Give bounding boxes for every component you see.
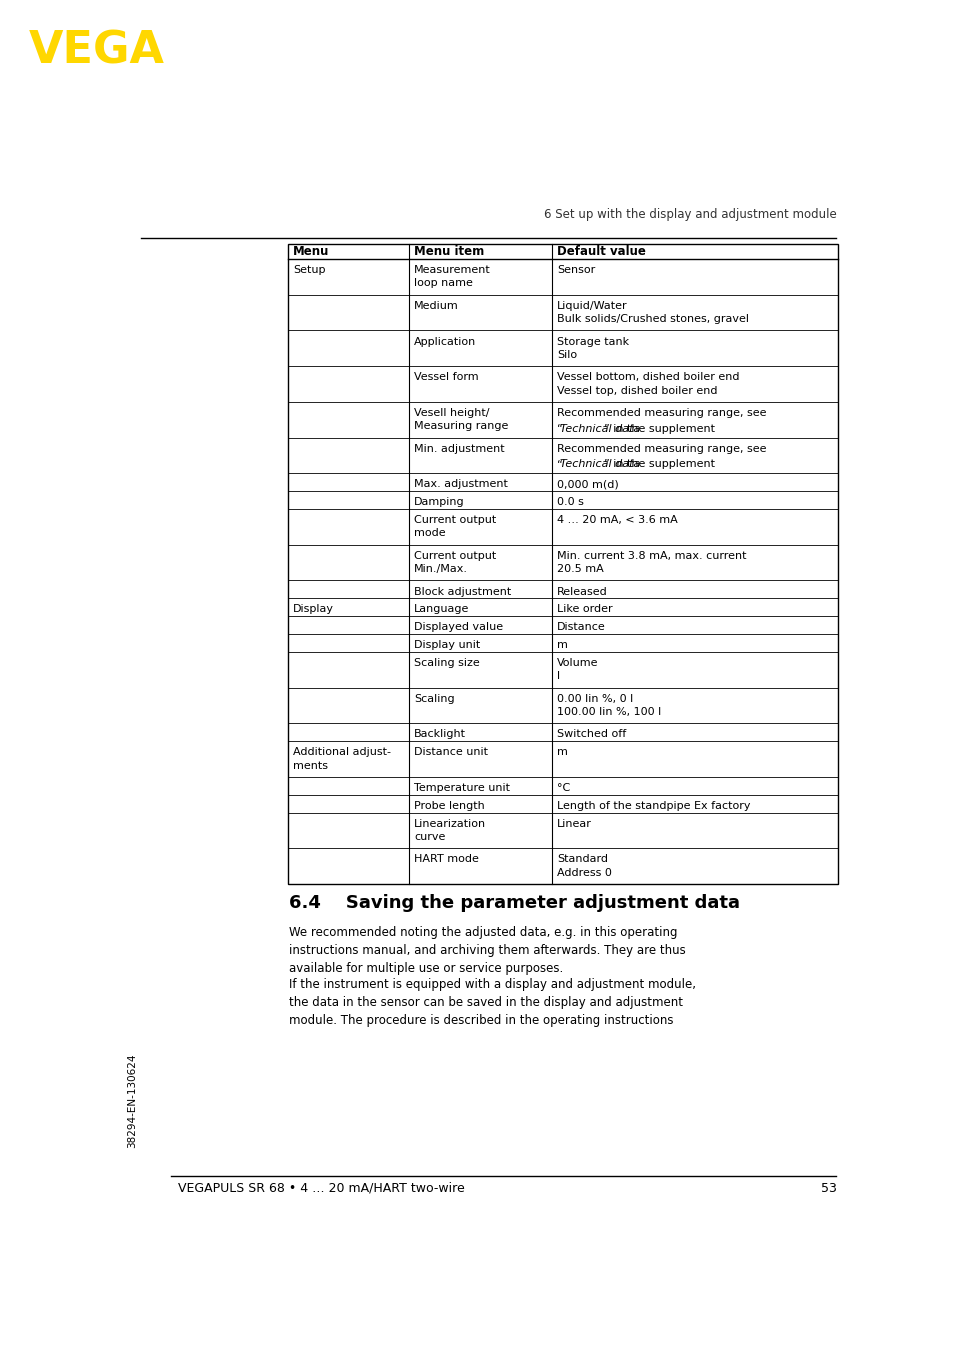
Text: Current output
Min./Max.: Current output Min./Max. bbox=[414, 551, 496, 574]
Text: Volume
l: Volume l bbox=[557, 658, 598, 681]
Text: 6 Set up with the display and adjustment module: 6 Set up with the display and adjustment… bbox=[543, 209, 836, 221]
Text: 38294-EN-130624: 38294-EN-130624 bbox=[128, 1053, 137, 1148]
Text: Recommended measuring range, see: Recommended measuring range, see bbox=[557, 444, 765, 454]
Text: Distance: Distance bbox=[557, 623, 605, 632]
Text: Vessel form: Vessel form bbox=[414, 372, 478, 382]
Text: Application: Application bbox=[414, 337, 476, 347]
Text: Current output
mode: Current output mode bbox=[414, 516, 496, 539]
Text: Vessel bottom, dished boiler end
Vessel top, dished boiler end: Vessel bottom, dished boiler end Vessel … bbox=[557, 372, 739, 395]
Text: “: “ bbox=[557, 459, 562, 470]
Text: We recommended noting the adjusted data, e.g. in this operating
instructions man: We recommended noting the adjusted data,… bbox=[289, 926, 685, 975]
Text: 6.4    Saving the parameter adjustment data: 6.4 Saving the parameter adjustment data bbox=[289, 895, 740, 913]
Text: Display: Display bbox=[293, 604, 334, 615]
Text: 0.0 s: 0.0 s bbox=[557, 497, 583, 508]
Text: Switched off: Switched off bbox=[557, 730, 625, 739]
Text: Storage tank
Silo: Storage tank Silo bbox=[557, 337, 628, 360]
Text: ” in the supplement: ” in the supplement bbox=[603, 459, 714, 470]
Text: Scaling size: Scaling size bbox=[414, 658, 479, 668]
Text: If the instrument is equipped with a display and adjustment module,
the data in : If the instrument is equipped with a dis… bbox=[289, 978, 696, 1026]
Text: Scaling: Scaling bbox=[414, 693, 455, 704]
Text: HART mode: HART mode bbox=[414, 854, 478, 864]
Text: 53: 53 bbox=[820, 1182, 836, 1194]
Text: Linear: Linear bbox=[557, 819, 591, 829]
Text: Standard
Address 0: Standard Address 0 bbox=[557, 854, 611, 877]
Text: Technical data: Technical data bbox=[559, 459, 640, 470]
Text: 0.00 lin %, 0 l
100.00 lin %, 100 l: 0.00 lin %, 0 l 100.00 lin %, 100 l bbox=[557, 693, 660, 718]
Text: Linearization
curve: Linearization curve bbox=[414, 819, 486, 842]
Text: Damping: Damping bbox=[414, 497, 464, 508]
Text: Distance unit: Distance unit bbox=[414, 747, 488, 757]
Text: Sensor: Sensor bbox=[557, 265, 595, 275]
Text: Additional adjust-
ments: Additional adjust- ments bbox=[293, 747, 391, 770]
Text: m: m bbox=[557, 747, 567, 757]
Text: Max. adjustment: Max. adjustment bbox=[414, 479, 507, 490]
Text: Recommended measuring range, see: Recommended measuring range, see bbox=[557, 408, 765, 418]
Text: Measurement
loop name: Measurement loop name bbox=[414, 265, 490, 288]
Bar bbox=[288, 244, 837, 884]
Text: °C: °C bbox=[557, 783, 570, 793]
Text: Vesell height/
Measuring range: Vesell height/ Measuring range bbox=[414, 408, 508, 432]
Text: Language: Language bbox=[414, 604, 469, 615]
Text: “: “ bbox=[557, 424, 562, 433]
Text: VEGAPULS SR 68 • 4 … 20 mA/HART two-wire: VEGAPULS SR 68 • 4 … 20 mA/HART two-wire bbox=[178, 1182, 465, 1194]
Text: Length of the standpipe Ex factory: Length of the standpipe Ex factory bbox=[557, 802, 750, 811]
Text: Displayed value: Displayed value bbox=[414, 623, 502, 632]
Text: Liquid/Water
Bulk solids/Crushed stones, gravel: Liquid/Water Bulk solids/Crushed stones,… bbox=[557, 301, 748, 324]
Text: Min. adjustment: Min. adjustment bbox=[414, 444, 504, 454]
Text: Temperature unit: Temperature unit bbox=[414, 783, 510, 793]
Text: Default value: Default value bbox=[557, 245, 645, 257]
Text: Like order: Like order bbox=[557, 604, 612, 615]
Text: 4 … 20 mA, < 3.6 mA: 4 … 20 mA, < 3.6 mA bbox=[557, 516, 677, 525]
Text: Block adjustment: Block adjustment bbox=[414, 586, 511, 597]
Text: Probe length: Probe length bbox=[414, 802, 484, 811]
Text: Technical data: Technical data bbox=[559, 424, 640, 433]
Text: Released: Released bbox=[557, 586, 607, 597]
Text: Min. current 3.8 mA, max. current
20.5 mA: Min. current 3.8 mA, max. current 20.5 m… bbox=[557, 551, 746, 574]
Text: Backlight: Backlight bbox=[414, 730, 465, 739]
Text: 0,000 m(d): 0,000 m(d) bbox=[557, 479, 618, 490]
Text: Menu item: Menu item bbox=[414, 245, 484, 257]
Text: ” in the supplement: ” in the supplement bbox=[603, 424, 714, 433]
Text: Display unit: Display unit bbox=[414, 640, 479, 650]
Text: Medium: Medium bbox=[414, 301, 458, 311]
Text: m: m bbox=[557, 640, 567, 650]
Text: Menu: Menu bbox=[293, 245, 329, 257]
Text: VEGA: VEGA bbox=[29, 30, 165, 72]
Text: Setup: Setup bbox=[293, 265, 325, 275]
